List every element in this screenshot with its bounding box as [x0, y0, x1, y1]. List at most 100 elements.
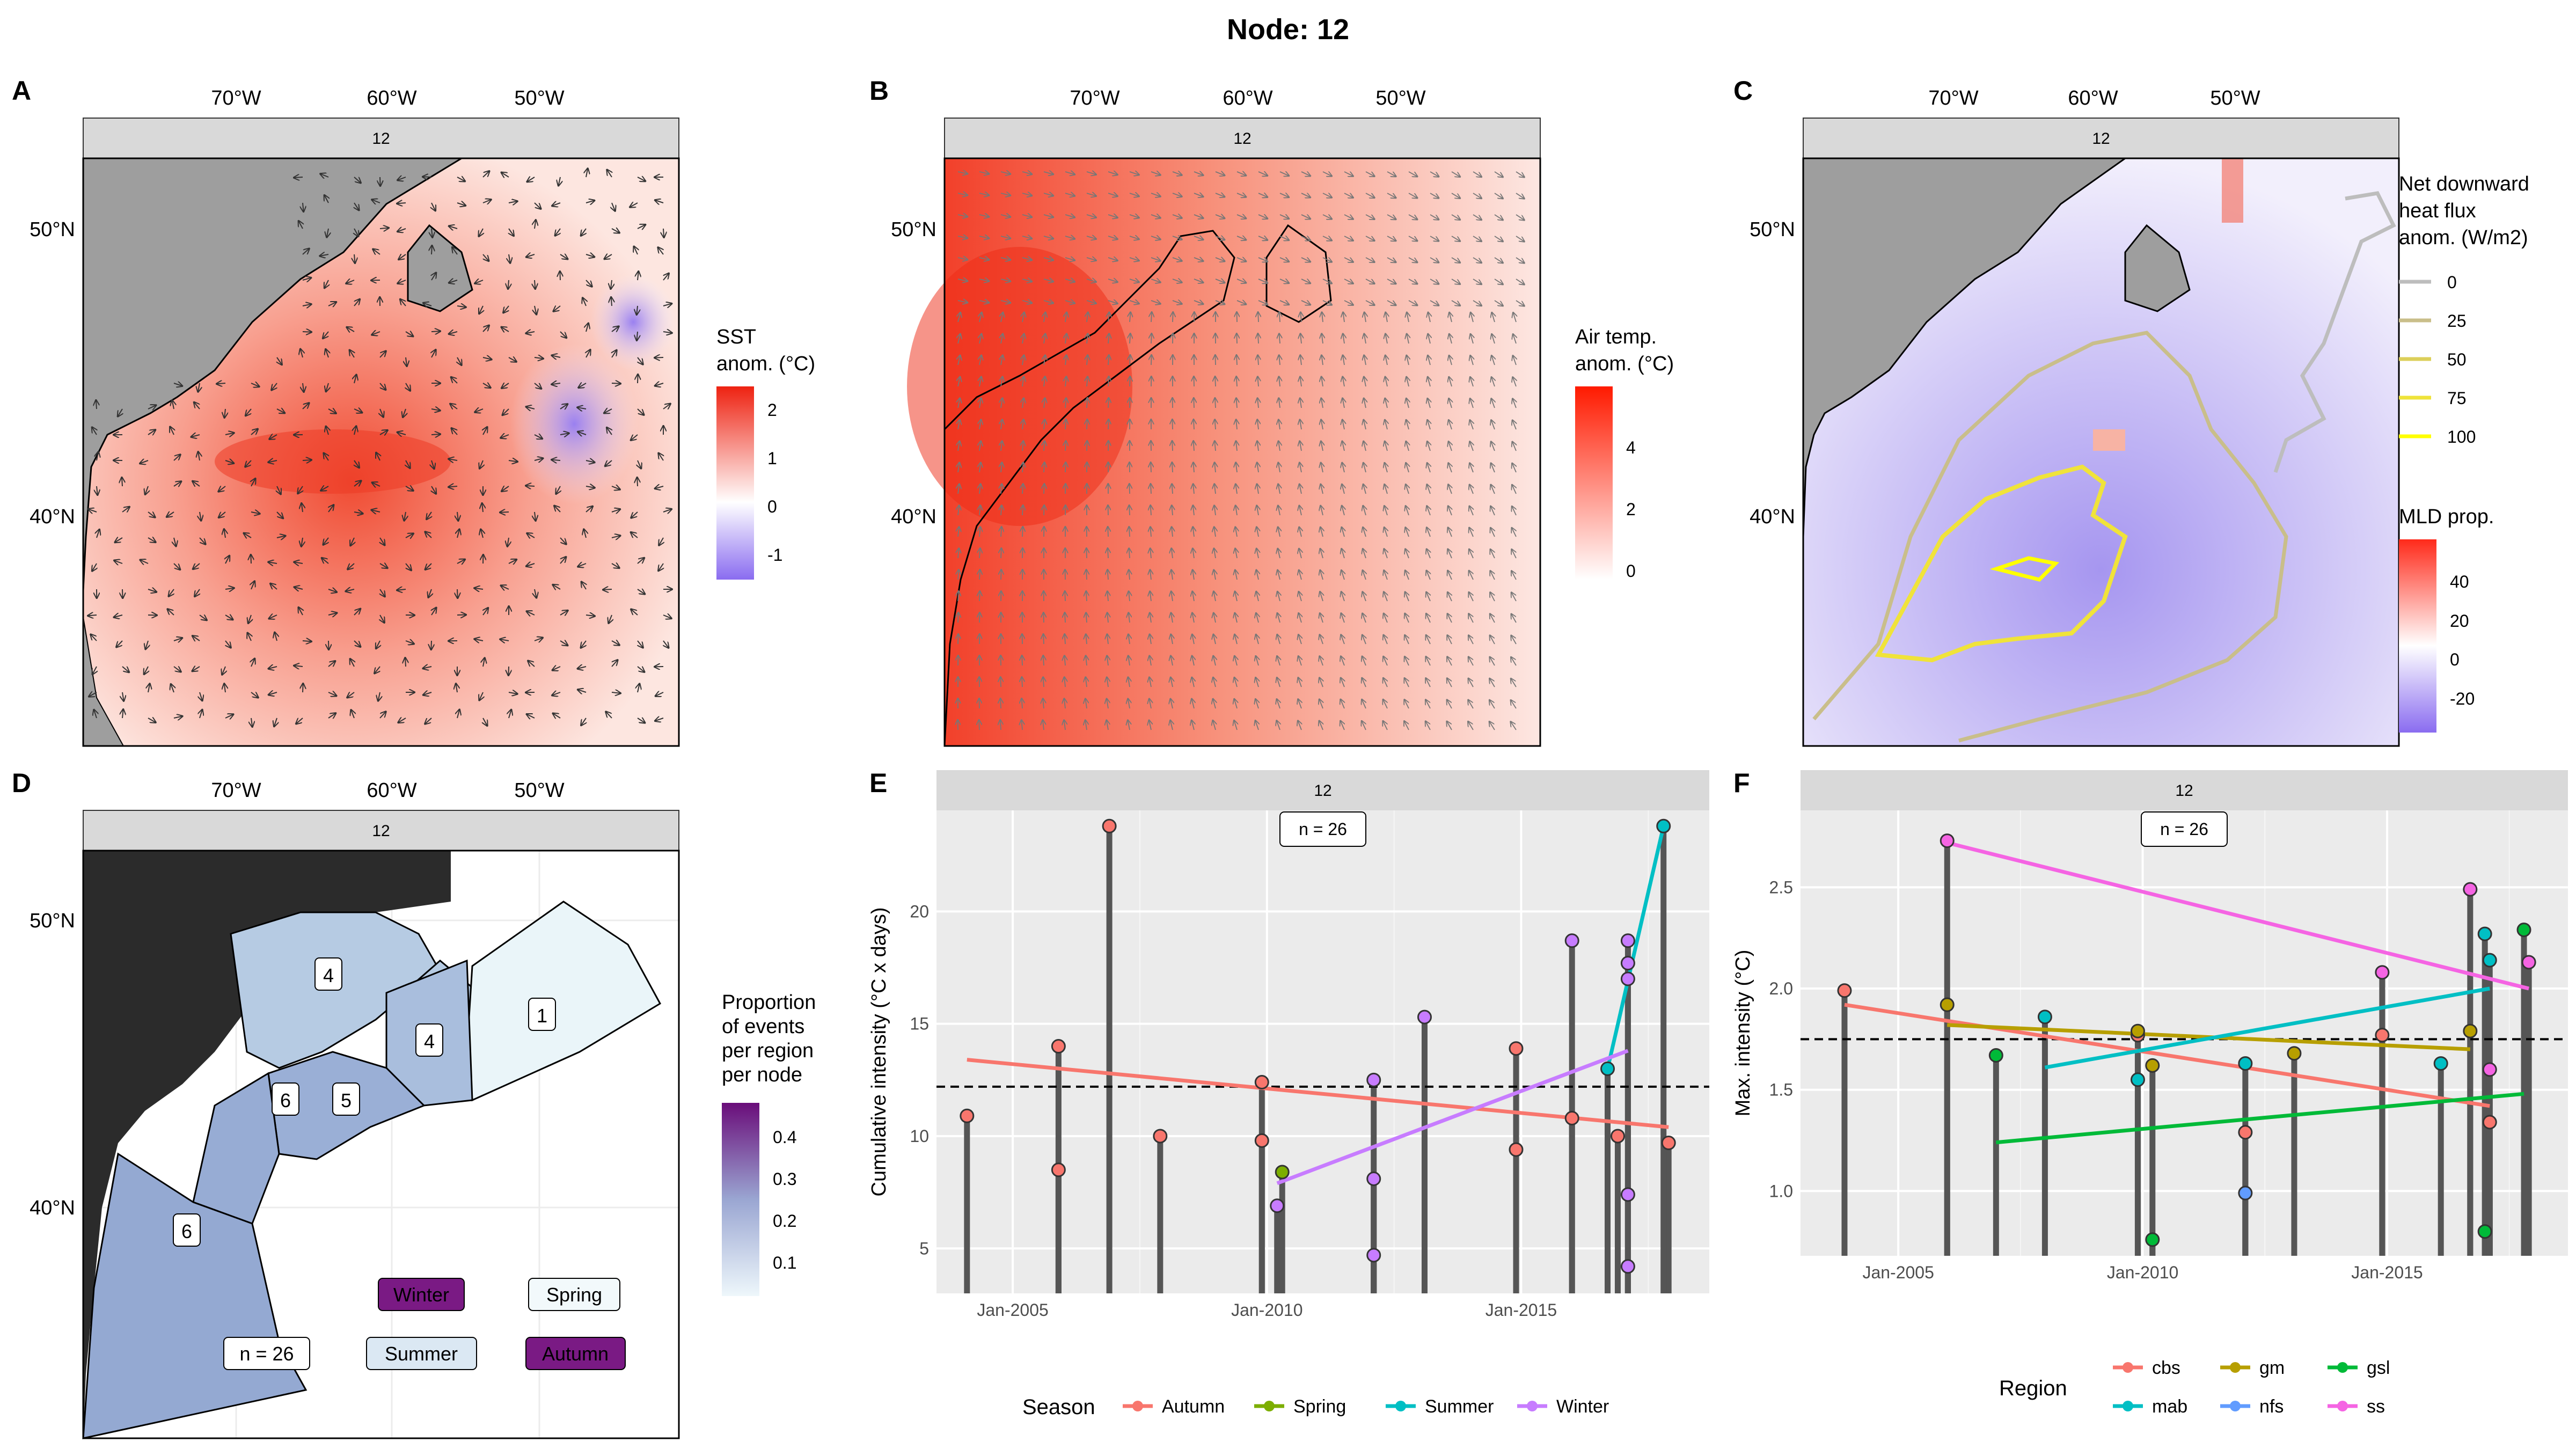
current-arrow — [301, 537, 303, 546]
wind-arrow — [1300, 441, 1301, 451]
wind-arrow — [1256, 592, 1258, 602]
current-arrow — [354, 512, 363, 514]
wind-arrow — [1516, 236, 1524, 241]
panel-b-legend-title-1: Air temp. — [1575, 326, 1657, 348]
current-arrow — [295, 587, 303, 589]
wind-arrow — [1448, 506, 1452, 516]
wind-arrow — [1256, 699, 1259, 709]
wind-arrow — [1234, 678, 1237, 687]
panel-c-contour-title-3: anom. (W/m2) — [2399, 226, 2528, 249]
panel-e-point-Spring — [1275, 1165, 1290, 1180]
panel-a-lat-40: 40°N — [30, 506, 75, 528]
panel-d-legend-title-4: per node — [722, 1064, 802, 1086]
current-arrow — [193, 481, 200, 486]
current-arrow — [192, 667, 200, 671]
current-arrow — [559, 177, 560, 186]
panel-e-point-Winter — [1620, 971, 1635, 986]
wind-arrow — [979, 398, 981, 408]
panel-e-legend-dot-Summer — [1395, 1401, 1406, 1411]
wind-arrow — [1385, 485, 1387, 494]
wind-arrow — [1278, 506, 1280, 516]
panel-letter-d: D — [12, 768, 32, 798]
region-label-nfs: 4 — [424, 1030, 435, 1052]
wind-arrow — [1448, 463, 1452, 473]
panel-b-wind-arrows — [958, 172, 1524, 730]
panel-c-lat-50: 50°N — [1750, 218, 1795, 241]
wind-arrow — [1257, 463, 1258, 473]
wind-arrow — [1022, 634, 1023, 645]
wind-arrow — [1469, 571, 1473, 580]
wind-arrow — [1086, 548, 1087, 559]
panel-e-xtick-label: Jan-2010 — [1231, 1300, 1302, 1320]
wind-arrow — [1044, 312, 1045, 323]
wind-arrow — [1448, 592, 1452, 602]
wind-arrow — [1022, 441, 1023, 451]
wind-arrow — [1320, 570, 1323, 580]
panel-e-point-Winter — [1417, 1009, 1432, 1024]
current-arrow — [244, 533, 252, 538]
wind-arrow — [1170, 699, 1173, 709]
wind-arrow — [1087, 377, 1088, 387]
wind-arrow — [1299, 506, 1301, 516]
current-arrow — [482, 357, 492, 360]
wind-arrow — [1170, 721, 1173, 730]
panel-e-point-Winter — [1366, 1172, 1381, 1187]
wind-arrow — [1470, 463, 1473, 473]
current-arrow — [140, 460, 149, 464]
wind-arrow — [1000, 193, 1011, 195]
wind-arrow — [1064, 656, 1065, 666]
wind-arrow — [957, 193, 968, 195]
current-arrow — [457, 357, 462, 365]
wind-arrow — [1470, 377, 1474, 387]
current-arrow — [527, 611, 535, 615]
panel-e-facet-label: 12 — [1314, 782, 1331, 800]
wind-arrow — [1512, 420, 1516, 430]
current-arrow — [663, 404, 670, 409]
current-arrow — [140, 560, 149, 564]
wind-arrow — [979, 506, 980, 516]
wind-arrow — [1043, 634, 1044, 645]
wind-arrow — [1365, 236, 1374, 240]
wind-arrow — [1277, 613, 1280, 623]
wind-arrow — [1000, 236, 1011, 238]
wind-arrow — [1342, 506, 1344, 516]
wind-arrow — [1387, 171, 1396, 177]
panel-e-legend-label-Autumn: Autumn — [1162, 1396, 1225, 1417]
current-arrow — [431, 460, 434, 469]
panel-c-mld-warm-strip — [2222, 158, 2243, 223]
wind-arrow — [1511, 614, 1517, 623]
current-arrow — [604, 409, 612, 413]
current-arrow — [508, 201, 517, 203]
wind-arrow — [1235, 570, 1237, 580]
current-arrow — [604, 254, 612, 259]
current-arrow — [122, 507, 129, 512]
wind-arrow — [1022, 279, 1031, 282]
current-arrow — [449, 226, 458, 229]
current-arrow — [474, 639, 484, 641]
wind-arrow — [1236, 172, 1246, 175]
wind-arrow — [1192, 699, 1194, 709]
panel-f-point-ss — [2375, 965, 2390, 980]
wind-arrow — [1151, 236, 1160, 239]
wind-arrow — [1491, 420, 1495, 430]
wind-arrow — [1469, 550, 1473, 559]
current-arrow — [456, 684, 458, 693]
wind-arrow — [1215, 279, 1225, 283]
panel-c-contour-100 — [1989, 556, 2060, 582]
wind-arrow — [1408, 214, 1417, 219]
wind-arrow — [1129, 570, 1130, 580]
current-arrow — [658, 453, 663, 461]
wind-arrow — [1043, 236, 1053, 239]
wind-arrow — [958, 377, 960, 387]
current-arrow — [302, 248, 309, 255]
wind-arrow — [1151, 258, 1160, 261]
current-arrow — [347, 692, 355, 698]
wind-arrow — [1192, 634, 1194, 645]
current-arrow — [637, 225, 645, 229]
wind-arrow — [1428, 377, 1430, 387]
contour-key-label-0: 0 — [2447, 273, 2457, 292]
wind-arrow — [1516, 300, 1524, 306]
current-arrow — [607, 170, 612, 178]
current-arrow — [122, 666, 129, 672]
wind-arrow — [1447, 657, 1452, 666]
